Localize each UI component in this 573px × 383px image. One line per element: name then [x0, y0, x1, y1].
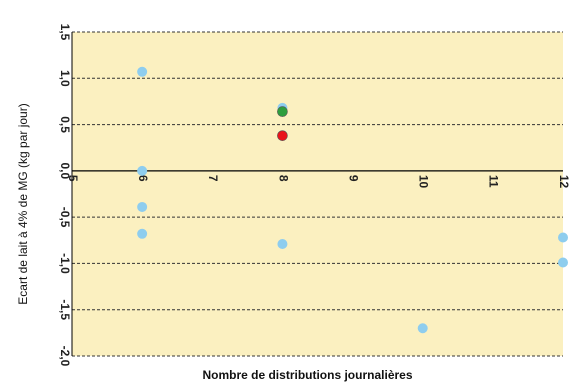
y-tick-label: -1,0 — [58, 253, 72, 274]
x-tick-label: 11 — [487, 175, 501, 188]
data-point — [137, 165, 148, 176]
data-point — [277, 130, 288, 141]
y-tick-label: 0,5 — [58, 116, 72, 133]
y-tick-labels: 1,5 1,0 0,5 0,0 -0,5 -1,0 -1,5 -2,0 — [58, 24, 72, 367]
data-point — [277, 238, 288, 249]
data-point — [137, 201, 148, 212]
x-axis-title: Nombre de distributions journalières — [202, 368, 412, 382]
y-axis-title: Ecart de lait à 4% de MG (kg par jour) — [16, 103, 30, 304]
data-point — [137, 66, 148, 77]
data-point — [558, 257, 568, 268]
data-point — [137, 228, 148, 239]
y-tick-label: 0,0 — [58, 163, 72, 180]
gridlines — [72, 31, 563, 357]
x-tick-label: 6 — [136, 175, 150, 182]
x-tick-label: 12 — [557, 175, 571, 189]
y-tick-label: -2,0 — [58, 346, 72, 367]
data-point — [558, 232, 568, 243]
y-tick-label: -0,5 — [58, 207, 72, 228]
x-tick-label: 8 — [276, 175, 290, 182]
data-point — [277, 106, 288, 117]
x-tick-label: 5 — [66, 175, 80, 182]
x-tick-label: 10 — [417, 175, 431, 189]
x-tick-label: 9 — [346, 175, 360, 182]
y-tick-label: 1,5 — [58, 24, 72, 41]
plot-area — [72, 32, 563, 356]
y-tick-label: -1,5 — [58, 299, 72, 320]
y-tick-label: 1,0 — [58, 70, 72, 87]
data-point — [417, 323, 428, 334]
x-tick-labels: 5 6 7 8 9 10 11 12 — [66, 175, 571, 189]
data-points — [137, 66, 568, 334]
x-tick-label: 7 — [206, 175, 220, 182]
